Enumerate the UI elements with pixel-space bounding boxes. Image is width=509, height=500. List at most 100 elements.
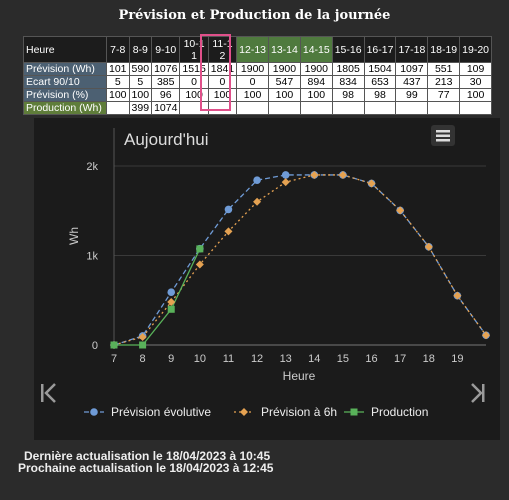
- x-tick-label: 10: [194, 353, 206, 365]
- series-line: [113, 174, 487, 346]
- data-point: [338, 170, 347, 179]
- legend-label: Prévision à 6h: [261, 405, 337, 419]
- row-label: Ecart 90/10: [23, 75, 107, 89]
- table-row: Prévision (Wh) 101 590 1076 1515 1841 1900 1900…: [23, 62, 493, 76]
- table-cell: 96: [151, 88, 181, 102]
- table-cell: 1805: [331, 62, 365, 76]
- x-tick-label: 13: [280, 353, 292, 365]
- legend-item[interactable]: Prévision à 6h: [234, 405, 337, 419]
- legend-item[interactable]: Prévision évolutive: [84, 405, 211, 419]
- hour-header-cell: 11-12: [207, 36, 238, 63]
- production-chart: 0 1k 2k 7 8 9 10 11 12 13 14 15 16 17 18 19 Aujourd'hui…: [41, 125, 490, 419]
- hour-header-cell: 8-9: [128, 36, 153, 63]
- x-axis-label: Heure: [283, 369, 316, 383]
- table-cell: 77: [427, 88, 461, 102]
- table-cell: [268, 101, 301, 115]
- hour-header-cell: 17-18: [395, 36, 429, 63]
- table-cell: 437: [395, 75, 429, 89]
- hour-header-cell: 9-10: [151, 36, 181, 63]
- table-cell: 1076: [151, 62, 181, 76]
- table-cell: 98: [363, 88, 397, 102]
- table-cell: 100: [128, 88, 153, 102]
- table-cell: 100: [236, 88, 269, 102]
- table-cell: 1097: [395, 62, 429, 76]
- table-cell: 1504: [363, 62, 397, 76]
- x-tick-label: 9: [168, 353, 174, 365]
- x-tick-label: 17: [394, 353, 406, 365]
- legend-marker: [90, 408, 98, 416]
- table-cell: 100: [268, 88, 301, 102]
- table-cell: 385: [151, 75, 181, 89]
- table-cell: 547: [268, 75, 301, 89]
- hour-header-cell: 15-16: [331, 36, 365, 63]
- table-cell: 399: [128, 101, 153, 115]
- data-point: [396, 206, 405, 215]
- x-tick-label: 7: [111, 353, 117, 365]
- data-point: [167, 305, 175, 313]
- data-point: [253, 197, 262, 206]
- y-tick-label: 1k: [86, 251, 98, 263]
- data-point: [195, 260, 204, 269]
- legend-item[interactable]: Production: [344, 405, 428, 419]
- legend-label: Prévision évolutive: [111, 405, 211, 419]
- table-cell: 99: [395, 88, 429, 102]
- y-tick-label: 2k: [86, 161, 98, 173]
- data-point: [281, 178, 290, 187]
- legend-marker: [350, 408, 358, 416]
- table-cell: [106, 101, 130, 115]
- data-point: [139, 341, 147, 349]
- last-update-text: Dernière actualisation le 18/04/2023 à 1…: [24, 449, 271, 463]
- table-row: Prévision (%) 100 100 96 100 100 100 100 100 98 98…: [23, 88, 493, 102]
- table-cell: 590: [128, 62, 153, 76]
- legend-label: Production: [371, 405, 428, 419]
- data-point: [167, 298, 176, 307]
- hour-header-cell: 18-19: [427, 36, 461, 63]
- table-cell: 551: [427, 62, 461, 76]
- x-tick-label: 14: [308, 353, 320, 365]
- table-cell: 213: [427, 75, 461, 89]
- table-cell: 100: [459, 88, 493, 102]
- legend-marker: [240, 408, 248, 416]
- data-point: [196, 245, 204, 253]
- data-point: [482, 331, 490, 340]
- table-cell: 101: [106, 62, 130, 76]
- next-day-icon[interactable]: [471, 383, 485, 403]
- data-point: [167, 288, 176, 296]
- table-cell: 834: [331, 75, 365, 89]
- table-cell: [236, 101, 269, 115]
- hour-header-cell: 14-15: [299, 36, 333, 63]
- data-point: [138, 332, 147, 341]
- x-tick-label: 16: [365, 353, 377, 365]
- table-cell: 98: [331, 88, 365, 102]
- forecast-table: Heure 7-8 8-9 9-10 10-11 11-12 12-13 13-14 14-15…: [23, 36, 493, 115]
- data-point: [224, 227, 233, 236]
- chart-panel: 0 1k 2k 7 8 9 10 11 12 13 14 15 16 17 18 19 Aujourd'hui…: [34, 118, 500, 440]
- x-tick-label: 19: [451, 353, 463, 365]
- table-cell: [427, 101, 461, 115]
- data-point: [424, 242, 433, 251]
- previous-day-icon[interactable]: [41, 383, 56, 403]
- chart-title: Aujourd'hui: [124, 130, 209, 149]
- table-cell: [331, 101, 365, 115]
- row-label: Prévision (Wh): [23, 62, 107, 76]
- table-cell: [459, 101, 493, 115]
- table-cell: 109: [459, 62, 493, 76]
- table-cell: [395, 101, 429, 115]
- data-point: [453, 291, 462, 300]
- table-cell: 894: [299, 75, 333, 89]
- next-update-text: Prochaine actualisation le 18/04/2023 à …: [18, 461, 274, 475]
- table-cell: 0: [236, 75, 269, 89]
- page-title: Prévision et Production de la journée: [118, 8, 391, 23]
- table-cell: 5: [128, 75, 153, 89]
- table-cell: [299, 101, 333, 115]
- data-point: [310, 170, 319, 179]
- table-cell: 100: [299, 88, 333, 102]
- table-cell: 100: [106, 88, 130, 102]
- hour-header-cell: 16-17: [363, 36, 397, 63]
- data-point: [281, 171, 290, 179]
- chart-menu-button[interactable]: [431, 125, 455, 146]
- table-cell: 5: [106, 75, 130, 89]
- table-cell: 1900: [236, 62, 269, 76]
- row-label: Prévision (%): [23, 88, 107, 102]
- x-tick-label: 18: [423, 353, 435, 365]
